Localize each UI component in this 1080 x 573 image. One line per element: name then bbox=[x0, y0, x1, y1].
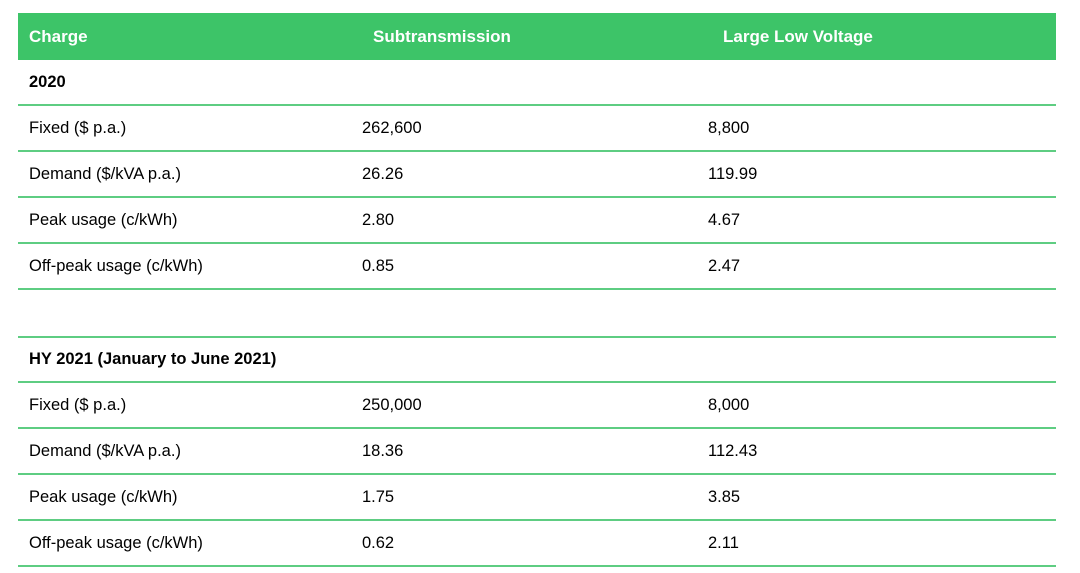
subtransmission-value: 0.85 bbox=[362, 243, 708, 290]
subtransmission-value: 1.75 bbox=[362, 474, 708, 521]
large-low-voltage-value: 2.11 bbox=[708, 520, 1056, 567]
large-low-voltage-value: 8,000 bbox=[708, 382, 1056, 429]
charge-label: Peak usage (c/kWh) bbox=[18, 474, 362, 521]
table-row: Fixed ($ p.a.) 262,600 8,800 bbox=[18, 105, 1056, 152]
charge-label: Peak usage (c/kWh) bbox=[18, 197, 362, 244]
subtransmission-value: 0.62 bbox=[362, 520, 708, 567]
large-low-voltage-value: 119.99 bbox=[708, 151, 1056, 198]
subtransmission-value: 262,600 bbox=[362, 105, 708, 152]
large-low-voltage-value: 3.85 bbox=[708, 474, 1056, 521]
charge-label: Fixed ($ p.a.) bbox=[18, 105, 362, 152]
column-header-charge: Charge bbox=[18, 13, 362, 60]
large-low-voltage-value: 4.67 bbox=[708, 197, 1056, 244]
section-row-2020: 2020 bbox=[18, 60, 1056, 106]
subtransmission-value: 18.36 bbox=[362, 428, 708, 475]
table-row: Demand ($/kVA p.a.) 26.26 119.99 bbox=[18, 151, 1056, 198]
charge-label: Fixed ($ p.a.) bbox=[18, 382, 362, 429]
charges-table: Charge Subtransmission Large Low Voltage… bbox=[18, 13, 1056, 567]
large-low-voltage-value: 8,800 bbox=[708, 105, 1056, 152]
charge-label: Demand ($/kVA p.a.) bbox=[18, 151, 362, 198]
table-row: Demand ($/kVA p.a.) 18.36 112.43 bbox=[18, 428, 1056, 475]
section-title-hy-2021: HY 2021 (January to June 2021) bbox=[18, 337, 1056, 383]
charge-label: Demand ($/kVA p.a.) bbox=[18, 428, 362, 475]
section-spacer-row bbox=[18, 289, 1056, 338]
column-header-large-low-voltage: Large Low Voltage bbox=[708, 13, 1056, 60]
section-row-hy-2021: HY 2021 (January to June 2021) bbox=[18, 337, 1056, 383]
table-header-row: Charge Subtransmission Large Low Voltage bbox=[18, 13, 1056, 60]
table-row: Fixed ($ p.a.) 250,000 8,000 bbox=[18, 382, 1056, 429]
large-low-voltage-value: 2.47 bbox=[708, 243, 1056, 290]
subtransmission-value: 2.80 bbox=[362, 197, 708, 244]
subtransmission-value: 250,000 bbox=[362, 382, 708, 429]
section-title-2020: 2020 bbox=[18, 60, 1056, 106]
large-low-voltage-value: 112.43 bbox=[708, 428, 1056, 475]
table-row: Peak usage (c/kWh) 2.80 4.67 bbox=[18, 197, 1056, 244]
charge-label: Off-peak usage (c/kWh) bbox=[18, 520, 362, 567]
column-header-subtransmission: Subtransmission bbox=[362, 13, 708, 60]
table-row: Peak usage (c/kWh) 1.75 3.85 bbox=[18, 474, 1056, 521]
table-row: Off-peak usage (c/kWh) 0.85 2.47 bbox=[18, 243, 1056, 290]
table-row: Off-peak usage (c/kWh) 0.62 2.11 bbox=[18, 520, 1056, 567]
charge-label: Off-peak usage (c/kWh) bbox=[18, 243, 362, 290]
subtransmission-value: 26.26 bbox=[362, 151, 708, 198]
